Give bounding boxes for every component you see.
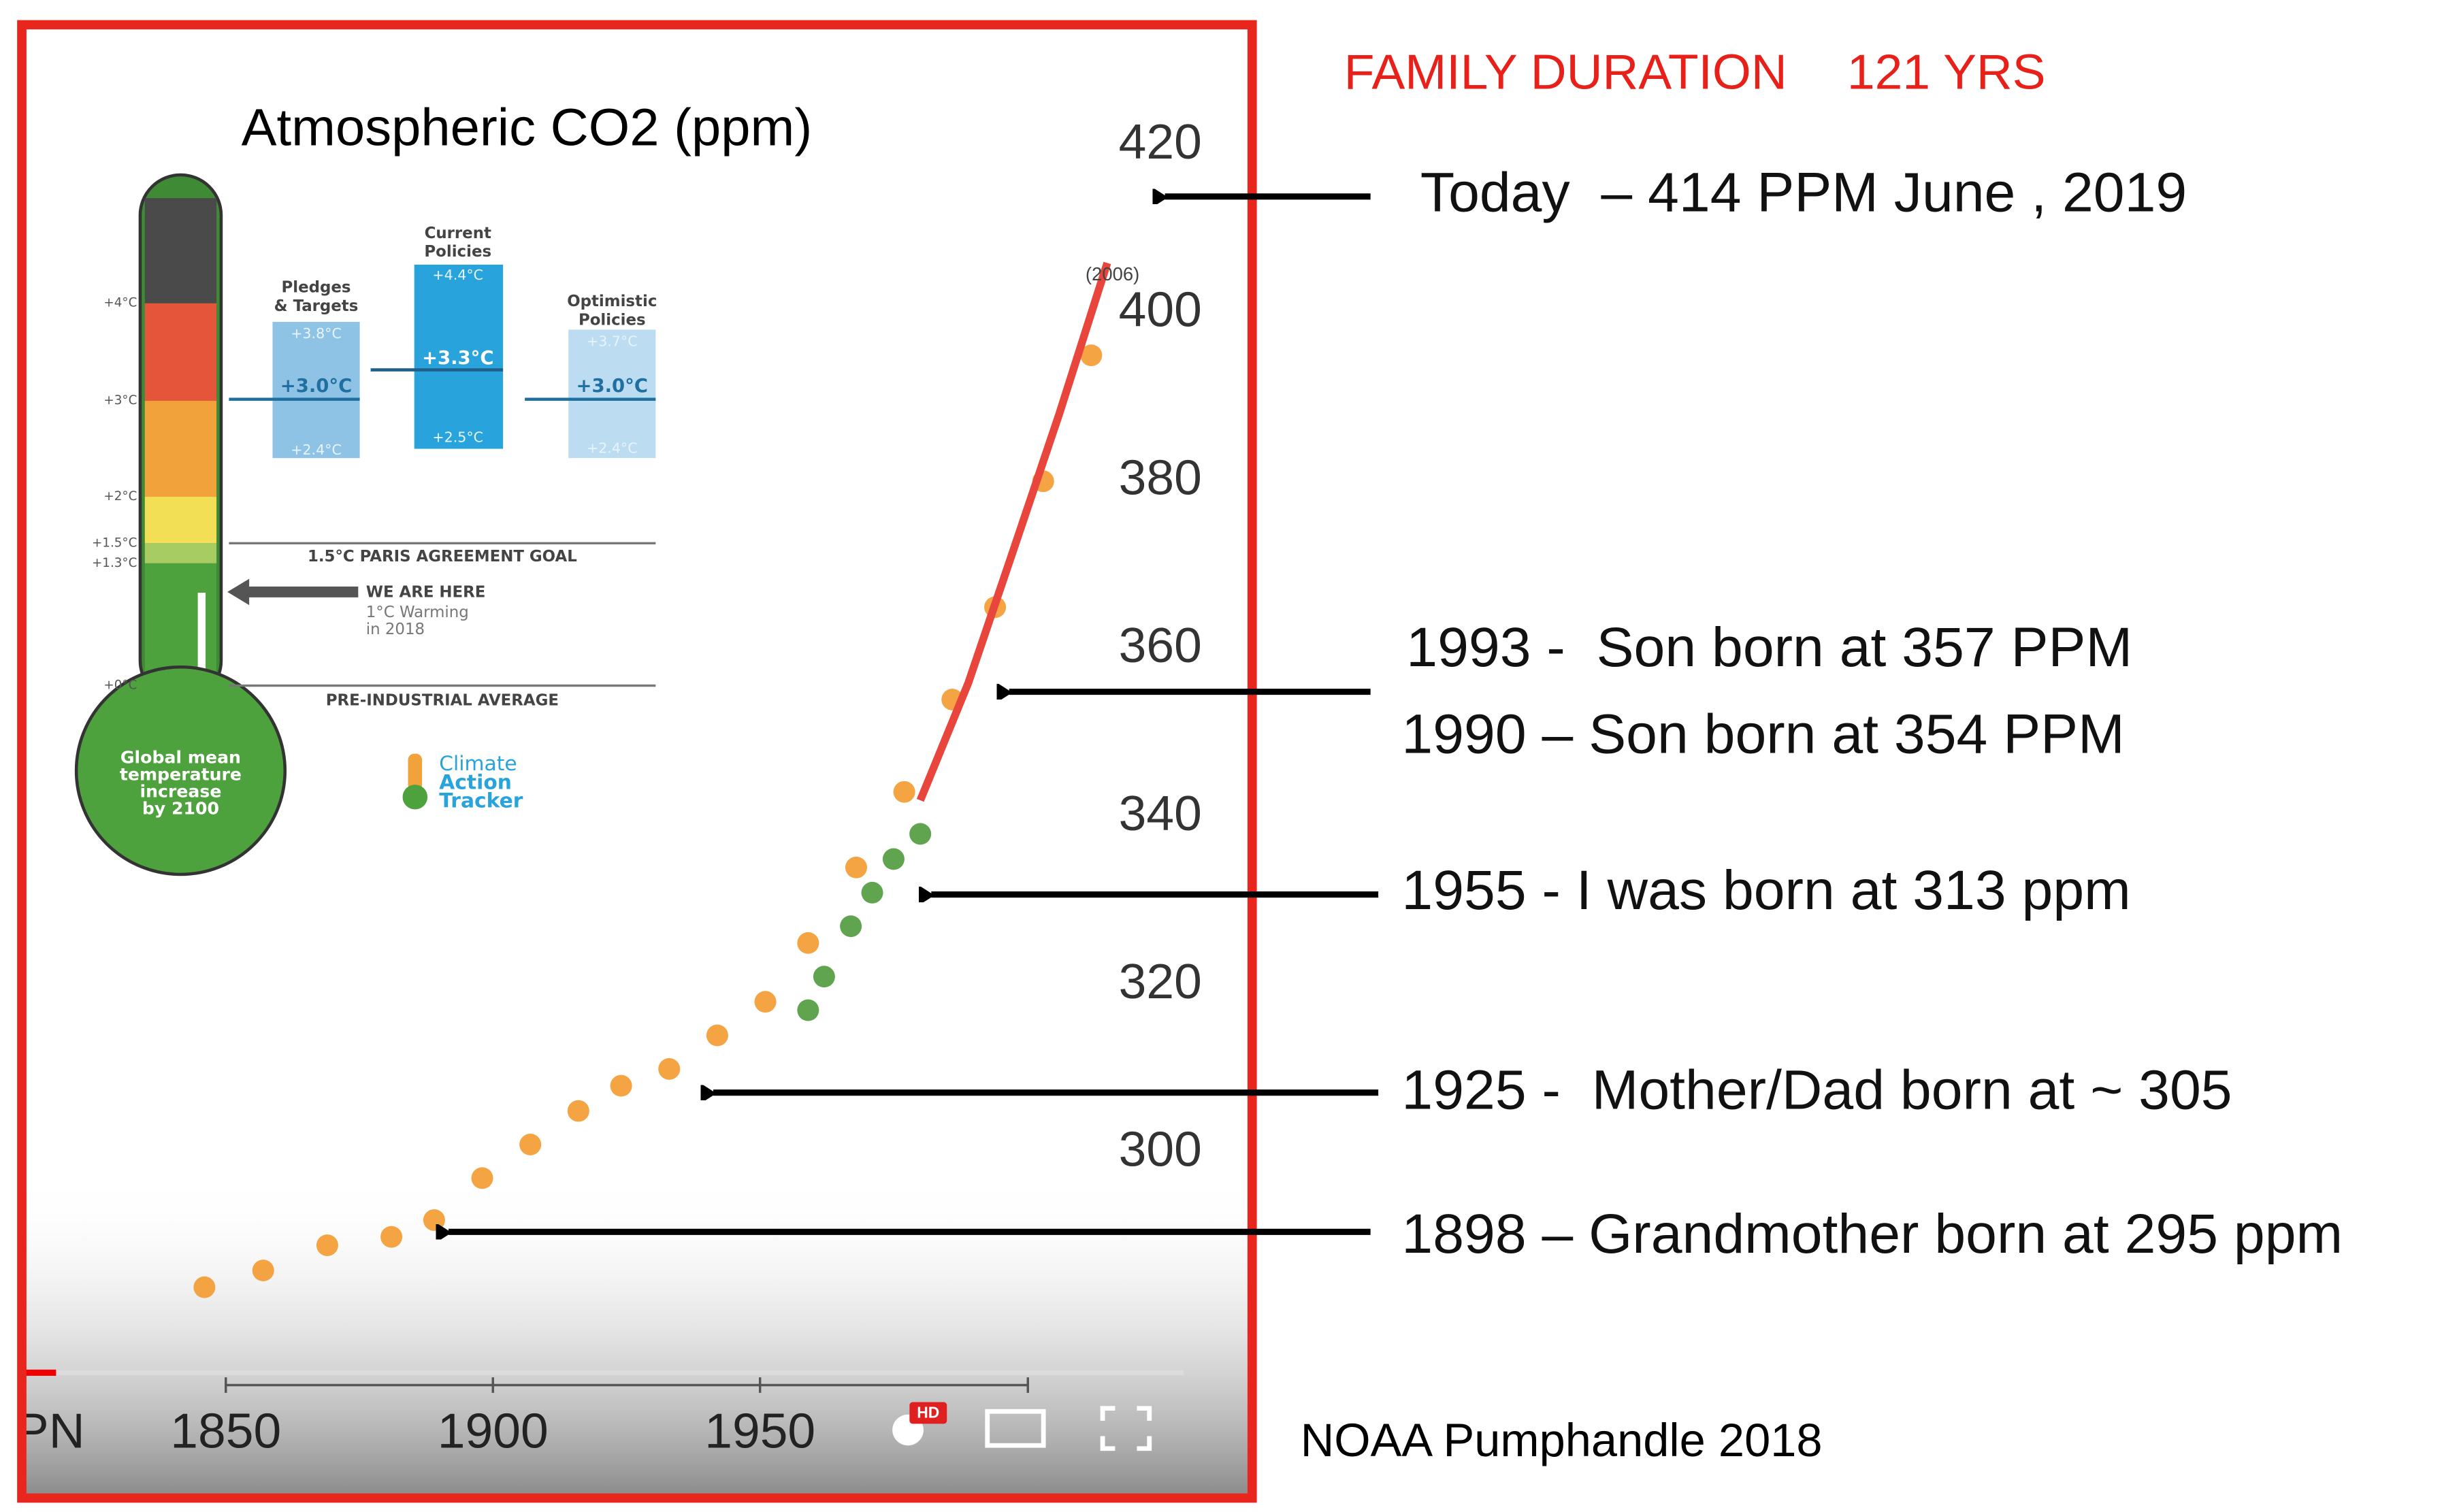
here-label: WE ARE HERE [366,584,486,602]
thermo-band [145,497,216,543]
y-tick-label: 420 [1119,114,1202,169]
point [813,966,835,987]
point [706,1025,728,1047]
scenario-title: Current [425,225,491,242]
logo-icon [403,785,428,809]
temp-label: +2°C [103,489,137,504]
point [845,857,867,878]
point [755,991,777,1013]
family-duration: FAMILY DURATION [1344,45,1787,100]
logo-text: Tracker [439,789,523,812]
point [658,1058,680,1080]
scenario-high: +4.4°C [432,267,483,283]
here-arrow [246,587,359,597]
y-tick-label: 400 [1119,282,1202,338]
point [894,781,915,803]
y-tick-label: 360 [1119,618,1202,673]
thermo-band [145,543,216,563]
point [568,1100,589,1122]
point [909,823,931,845]
annotation: (2006) [1086,263,1139,284]
note: 1955 - I was born at 313 ppm [1401,859,2130,921]
point [253,1260,274,1281]
y-tick-label: 340 [1119,786,1202,841]
scenario-mid: +3.0°C [280,376,352,397]
x-tick-label: 1950 [704,1404,815,1459]
thermo-band [145,198,216,303]
scenario-title: & Targets [274,297,359,315]
point [797,1000,819,1021]
y-tick-label: 300 [1119,1122,1202,1177]
paris-label: 1.5°C PARIS AGREEMENT GOAL [308,548,577,565]
thermo-band [145,303,216,401]
slide: 300320340360380400420185019001950 HD PN … [0,0,2442,1512]
scenario-mid: +3.3°C [422,348,493,369]
temp-label: +1.5°C [92,536,137,550]
scenario-low: +2.4°C [291,442,342,458]
point [519,1134,541,1155]
temp-label: +4°C [103,296,137,310]
scenario-high: +3.7°C [587,333,638,350]
scenario-title: Policies [424,243,491,261]
scenario-mid: +3.0°C [576,376,648,397]
here-note: in 2018 [366,621,425,638]
chart-title: Atmospheric CO2 (ppm) [242,99,813,157]
note: 1898 – Grandmother born at 295 ppm [1401,1203,2343,1265]
point [423,1209,445,1231]
page: 300320340360380400420185019001950 HD PN … [0,0,2442,1512]
here-note: 1°C Warming [366,604,469,621]
point [797,932,819,954]
note: 1990 – Son born at 354 PPM [1401,704,2124,766]
family-years: 121 YRS [1847,45,2046,100]
note: Today – 414 PPM June , 2019 [1420,162,2187,224]
point [472,1167,493,1189]
preindustrial-label: PRE-INDUSTRIAL AVERAGE [326,692,559,710]
bulb-text: by 2100 [142,799,219,819]
point [193,1277,215,1298]
point [862,882,883,904]
x-tick-label: 1850 [170,1404,281,1459]
point [316,1234,338,1256]
scenario-high: +3.8°C [291,325,342,342]
hd-text: HD [917,1404,939,1421]
scenario-low: +2.5°C [432,429,483,446]
scenario-title: Pledges [282,279,351,297]
x-tick-label: 1900 [438,1404,549,1459]
source: NOAA Pumphandle 2018 [1301,1414,1823,1466]
temp-label: +1.3°C [92,556,137,570]
thermo-band [145,401,216,497]
note: 1925 - Mother/Dad born at ~ 305 [1401,1059,2232,1121]
scenario-low: +2.4°C [587,440,638,457]
point [610,1075,632,1097]
note: 1993 - Son born at 357 PPM [1406,617,2132,678]
scenario-title: Policies [579,311,646,329]
y-tick-label: 320 [1119,954,1202,1009]
temp-label: +0°C [103,678,137,693]
point [840,915,862,937]
point [380,1226,402,1248]
temp-label: +3°C [103,393,137,408]
point [883,849,905,870]
y-tick-label: 380 [1119,450,1202,506]
scenario-title: Optimistic [567,293,657,310]
